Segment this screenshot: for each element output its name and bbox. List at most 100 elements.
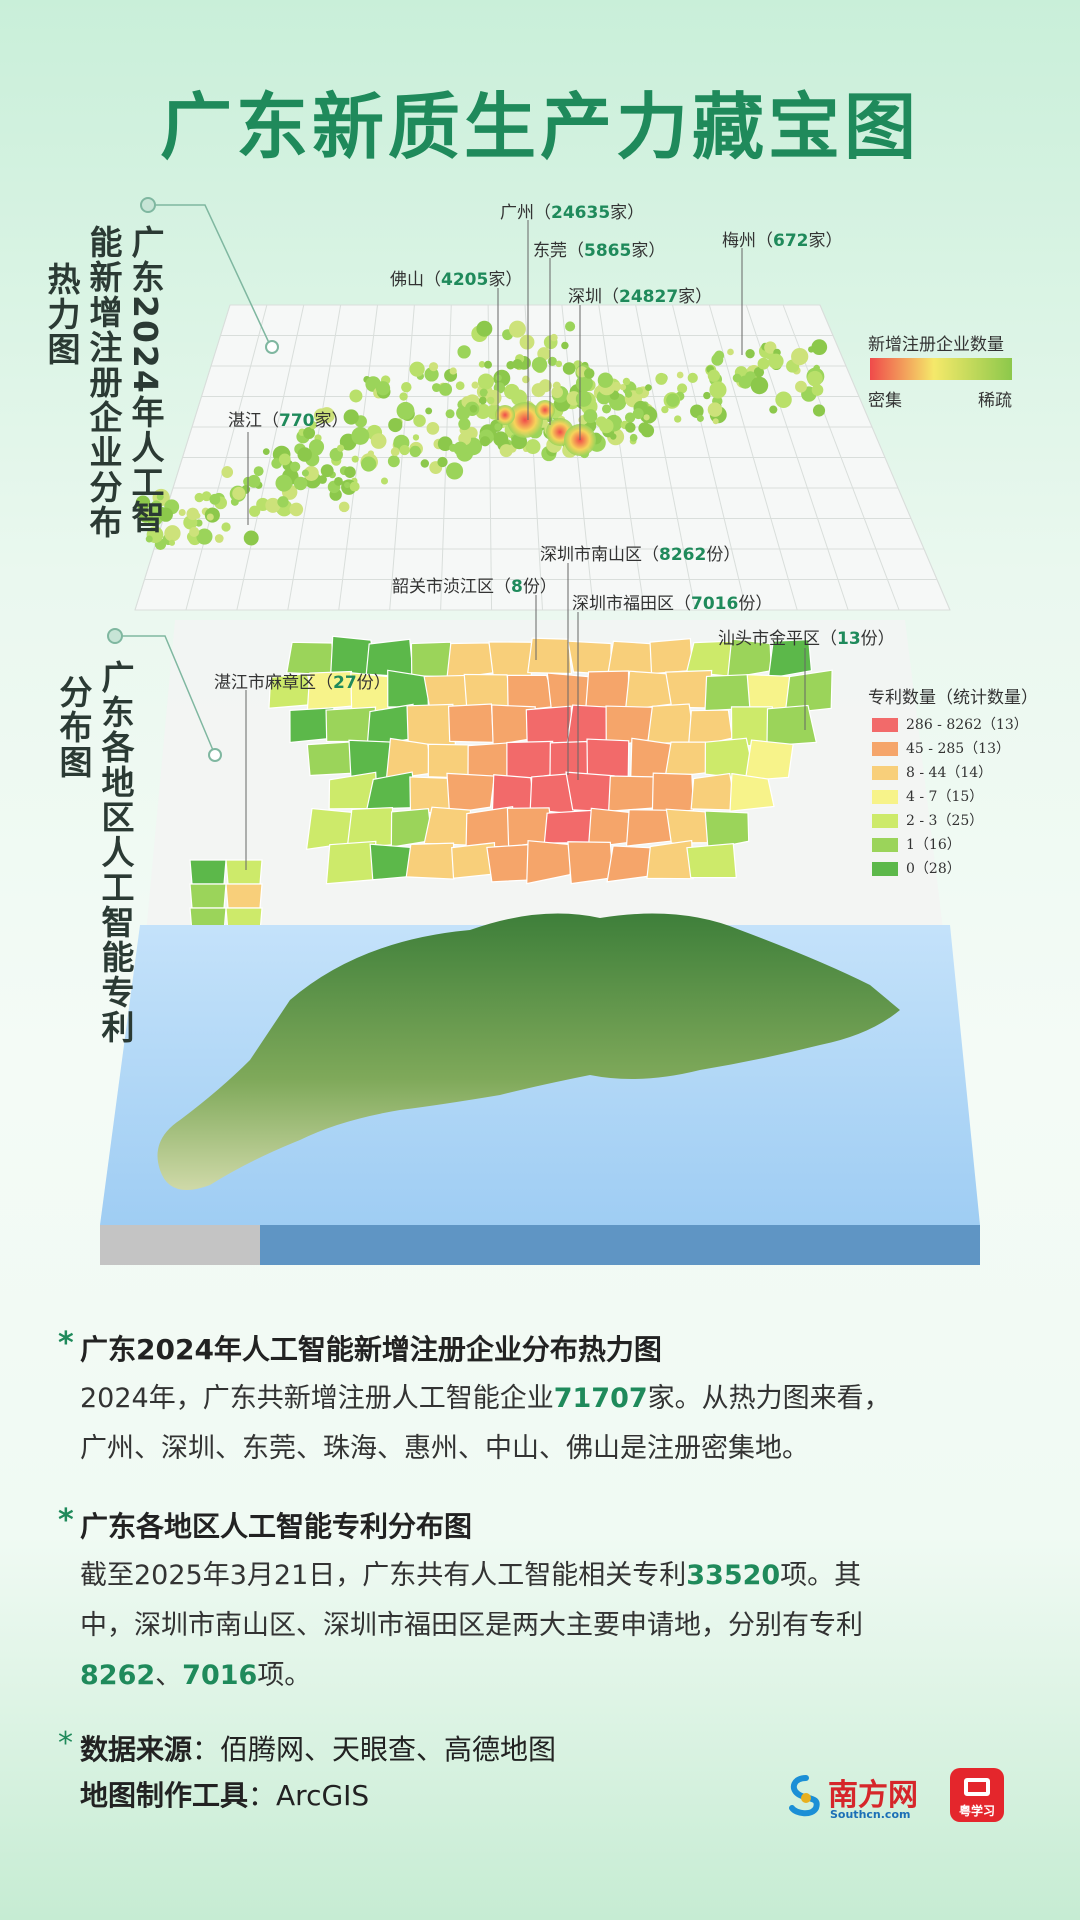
heat-dot (247, 474, 261, 488)
choropleth-region (766, 704, 818, 747)
heat-dot (375, 381, 391, 396)
heat-dot (495, 374, 502, 381)
patent-legend-item: 4 - 7（15） (872, 786, 983, 806)
city-label-foshan: 佛山（4205家） (390, 270, 523, 290)
heat-dot (674, 415, 682, 423)
heat-dot (645, 384, 652, 392)
section-heatmap-description: * 广东2024年人工智能新增注册企业分布热力图 2024年，广东共新增注册人工智… (58, 1326, 891, 1464)
heat-dot (293, 476, 308, 491)
heat-dot (522, 375, 530, 384)
heat-dot (599, 418, 614, 434)
heat-dot (349, 481, 360, 492)
choropleth-region (767, 639, 813, 680)
heat-dot (401, 381, 412, 393)
heat-dot (475, 403, 491, 419)
choropleth-region (686, 843, 737, 879)
choropleth-region (543, 809, 594, 844)
heat-dot (337, 444, 345, 452)
heat-dot (643, 414, 650, 421)
map-graphic (100, 197, 1012, 1265)
heat-hotspot (535, 400, 555, 420)
heat-dot (301, 469, 309, 477)
heat-dot (479, 436, 491, 447)
patent-legend-item: 1（16） (872, 834, 961, 854)
heat-dot (343, 409, 359, 425)
district-label-mazhang: 湛江市麻章区（27份） (214, 673, 391, 693)
heat-dot (265, 497, 281, 513)
heat-dot (655, 372, 668, 385)
choropleth-region (446, 772, 496, 814)
heat-dot (458, 417, 471, 431)
heat-dot (550, 333, 558, 342)
choropleth-region (646, 839, 694, 880)
side-leaders (115, 204, 271, 756)
heat-dot (707, 369, 720, 382)
heat-dot (676, 371, 684, 379)
star-marker: * (58, 1726, 73, 1761)
heat-dot (445, 462, 464, 480)
section-patent-description: * 广东各地区人工智能专利分布图 截至2025年3月21日，广东共有人工智能相关专… (58, 1503, 863, 1691)
leader-dot (140, 197, 156, 213)
choropleth-region (565, 771, 615, 813)
heat-dot (449, 367, 457, 375)
patent-legend-item: 2 - 3（25） (872, 810, 983, 830)
yuexuexi-badge-icon (964, 1778, 990, 1796)
heat-dot (565, 321, 576, 332)
choropleth-region (651, 772, 695, 814)
heat-dot (499, 444, 513, 458)
heat-dot (624, 412, 636, 423)
heat-dot (745, 371, 756, 382)
choropleth-region (423, 806, 473, 846)
heat-hotspot (507, 402, 543, 438)
heat-dot (624, 390, 633, 398)
heat-dot (396, 401, 415, 420)
heat-dot (409, 445, 421, 458)
heat-dot (344, 466, 356, 478)
heat-dot (640, 423, 655, 438)
choropleth-region (405, 842, 455, 880)
heat-dot (632, 408, 644, 420)
choropleth-region (306, 741, 353, 777)
heat-dot (469, 404, 478, 413)
heat-dot (277, 496, 289, 508)
heat-dot (309, 421, 317, 429)
heat-dot (409, 361, 425, 377)
southcn-logo-text: 南方网 (828, 1778, 918, 1813)
heat-dot (380, 477, 389, 485)
heat-dot (508, 320, 526, 338)
heat-dot (206, 513, 214, 521)
choropleth-region (647, 703, 696, 744)
heat-dot (194, 492, 204, 503)
heat-dot (561, 341, 569, 350)
heat-dot (538, 379, 552, 393)
heat-dot (351, 455, 359, 463)
choropleth-region (527, 637, 572, 675)
heat-dot (420, 459, 430, 468)
heat-dot (387, 455, 400, 468)
patent-legend-item: 45 - 285（13） (872, 738, 1010, 758)
heat-dot (196, 528, 213, 545)
heat-dot (478, 396, 487, 405)
yuexuexi-logo-text: 粤学习 (958, 1804, 995, 1818)
heat-dot (808, 346, 815, 353)
heat-dot (471, 381, 479, 389)
terrain-land (157, 913, 900, 1190)
heat-dot (795, 380, 807, 393)
heat-hotspot (495, 405, 515, 425)
heat-dot (813, 364, 820, 372)
heat-dot (168, 539, 176, 546)
heat-dot (367, 450, 374, 457)
choropleth-region (567, 841, 614, 885)
layer1-side-label-col3: 热力图 (42, 262, 81, 367)
city-callout-lines (247, 220, 743, 525)
heat-dot (745, 348, 755, 359)
layer1-side-label-col2: 能新增注册企业分布 (84, 225, 123, 540)
heat-dot (297, 447, 312, 462)
heat-dot (478, 361, 486, 368)
tool-label: 地图制作工具 (80, 1779, 249, 1812)
heat-dot (438, 382, 453, 396)
heat-dot (709, 381, 727, 399)
heat-dot (432, 383, 441, 393)
heat-dot (750, 376, 769, 395)
heat-dot (551, 386, 563, 399)
